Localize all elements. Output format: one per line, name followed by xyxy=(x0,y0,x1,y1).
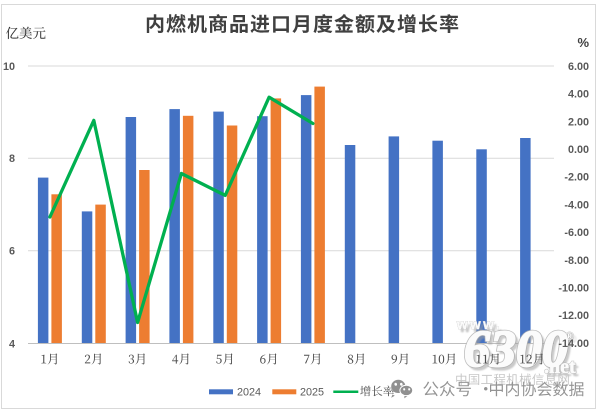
svg-text:www.: www. xyxy=(456,317,502,332)
svg-text:6300: 6300 xyxy=(467,324,571,381)
svg-text:0.00: 0.00 xyxy=(568,144,589,156)
svg-text:.net: .net xyxy=(544,356,576,378)
svg-text:6300: 6300 xyxy=(464,321,568,378)
svg-text:6.00: 6.00 xyxy=(568,61,589,73)
svg-text:6300: 6300 xyxy=(464,321,568,378)
svg-text:4: 4 xyxy=(9,338,15,350)
svg-text:-12.00: -12.00 xyxy=(558,310,589,322)
svg-text:®: ® xyxy=(568,332,577,346)
svg-text:6: 6 xyxy=(9,246,15,258)
svg-text:-2.00: -2.00 xyxy=(564,172,589,184)
svg-text:-10.00: -10.00 xyxy=(558,283,589,295)
svg-text:%: % xyxy=(577,35,589,50)
svg-text:.net: .net xyxy=(544,356,576,378)
svg-text:-4.00: -4.00 xyxy=(564,199,589,211)
svg-text:®: ® xyxy=(565,329,574,343)
svg-text:2024: 2024 xyxy=(237,386,261,398)
svg-text:2025: 2025 xyxy=(300,386,324,398)
svg-text:www.: www. xyxy=(456,317,502,332)
svg-text:-6.00: -6.00 xyxy=(564,227,589,239)
svg-text:8: 8 xyxy=(9,153,15,165)
svg-text:-8.00: -8.00 xyxy=(564,255,589,267)
svg-text:4.00: 4.00 xyxy=(568,89,589,101)
svg-text:10: 10 xyxy=(3,61,15,73)
svg-text:-14.00: -14.00 xyxy=(558,338,589,350)
svg-text:www.: www. xyxy=(459,320,505,335)
svg-text:®: ® xyxy=(565,329,574,343)
svg-text:2.00: 2.00 xyxy=(568,116,589,128)
